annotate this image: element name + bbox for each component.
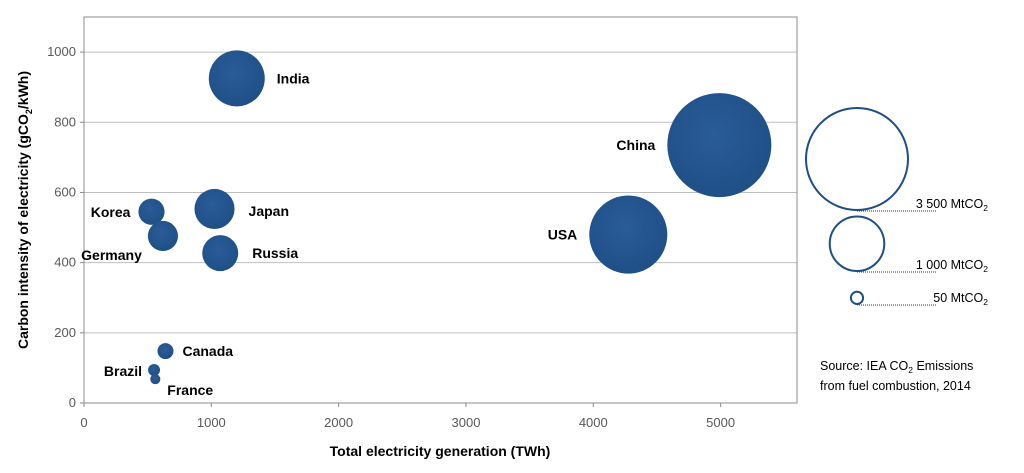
gridlines [84,51,797,334]
bubble-labels: India China USA Japan Korea Germany Russia Cana… [81,70,655,398]
size-legend-label: 50 MtCO2 [933,291,988,307]
plot-area-frame [83,16,798,404]
bubble-label-germany: Germany [81,247,142,263]
size-legend-label: 3 500 MtCO2 [916,197,988,213]
bubble-label-japan: Japan [249,203,289,219]
x-tick-label: 1000 [197,415,226,430]
bubble-label-brazil: Brazil [104,363,142,379]
bubble-germany [147,220,178,252]
size-legend-circle [849,290,865,305]
bubble-brazil [148,364,160,376]
bubble-label-russia: Russia [252,245,298,261]
bubble-label-india: India [277,70,310,86]
x-axis: 0 1000 2000 3000 4000 5000 [80,403,735,430]
bubble-china [667,93,772,198]
size-legend: 3 500 MtCO2 1 000 MtCO2 50 MtCO2 [805,107,988,307]
bubble-label-usa: USA [548,227,578,243]
bubble-canada [157,343,174,360]
size-legend-label: 1 000 MtCO2 [916,258,988,274]
y-tick-label: 1000 [47,44,76,59]
x-tick-label: 4000 [579,415,608,430]
size-legend-circle [828,215,886,272]
y-tick-label: 400 [54,255,76,270]
x-tick-label: 0 [80,415,87,430]
bubble-russia [202,235,239,272]
bubble-france [150,374,161,385]
x-axis-title: Total electricity generation (TWh) [330,443,551,459]
y-tick-label: 200 [54,325,76,340]
bubble-label-china: China [616,137,655,153]
bubble-label-korea: Korea [91,204,131,220]
bubble-usa [589,195,668,274]
bubble-india [208,50,265,107]
x-tick-label: 5000 [706,415,735,430]
bubble-label-france: France [167,382,213,398]
bubble-label-canada: Canada [182,343,233,359]
bubble-japan [194,188,235,229]
y-tick-label: 600 [54,184,76,199]
source-note-line2: from fuel combustion, 2014 [820,379,971,393]
x-tick-label: 2000 [324,415,353,430]
size-legend-circle [805,107,909,211]
bubble-korea [138,198,165,225]
y-axis: 0 200 400 600 800 1000 [47,44,84,410]
x-tick-label: 3000 [452,415,481,430]
y-tick-label: 0 [69,395,76,410]
y-tick-label: 800 [54,114,76,129]
source-note: Source: IEA CO2 Emissions [820,359,973,375]
y-axis-title: Carbon intensity of electricity (gCO2/kW… [15,71,34,349]
bubbles [138,50,772,385]
